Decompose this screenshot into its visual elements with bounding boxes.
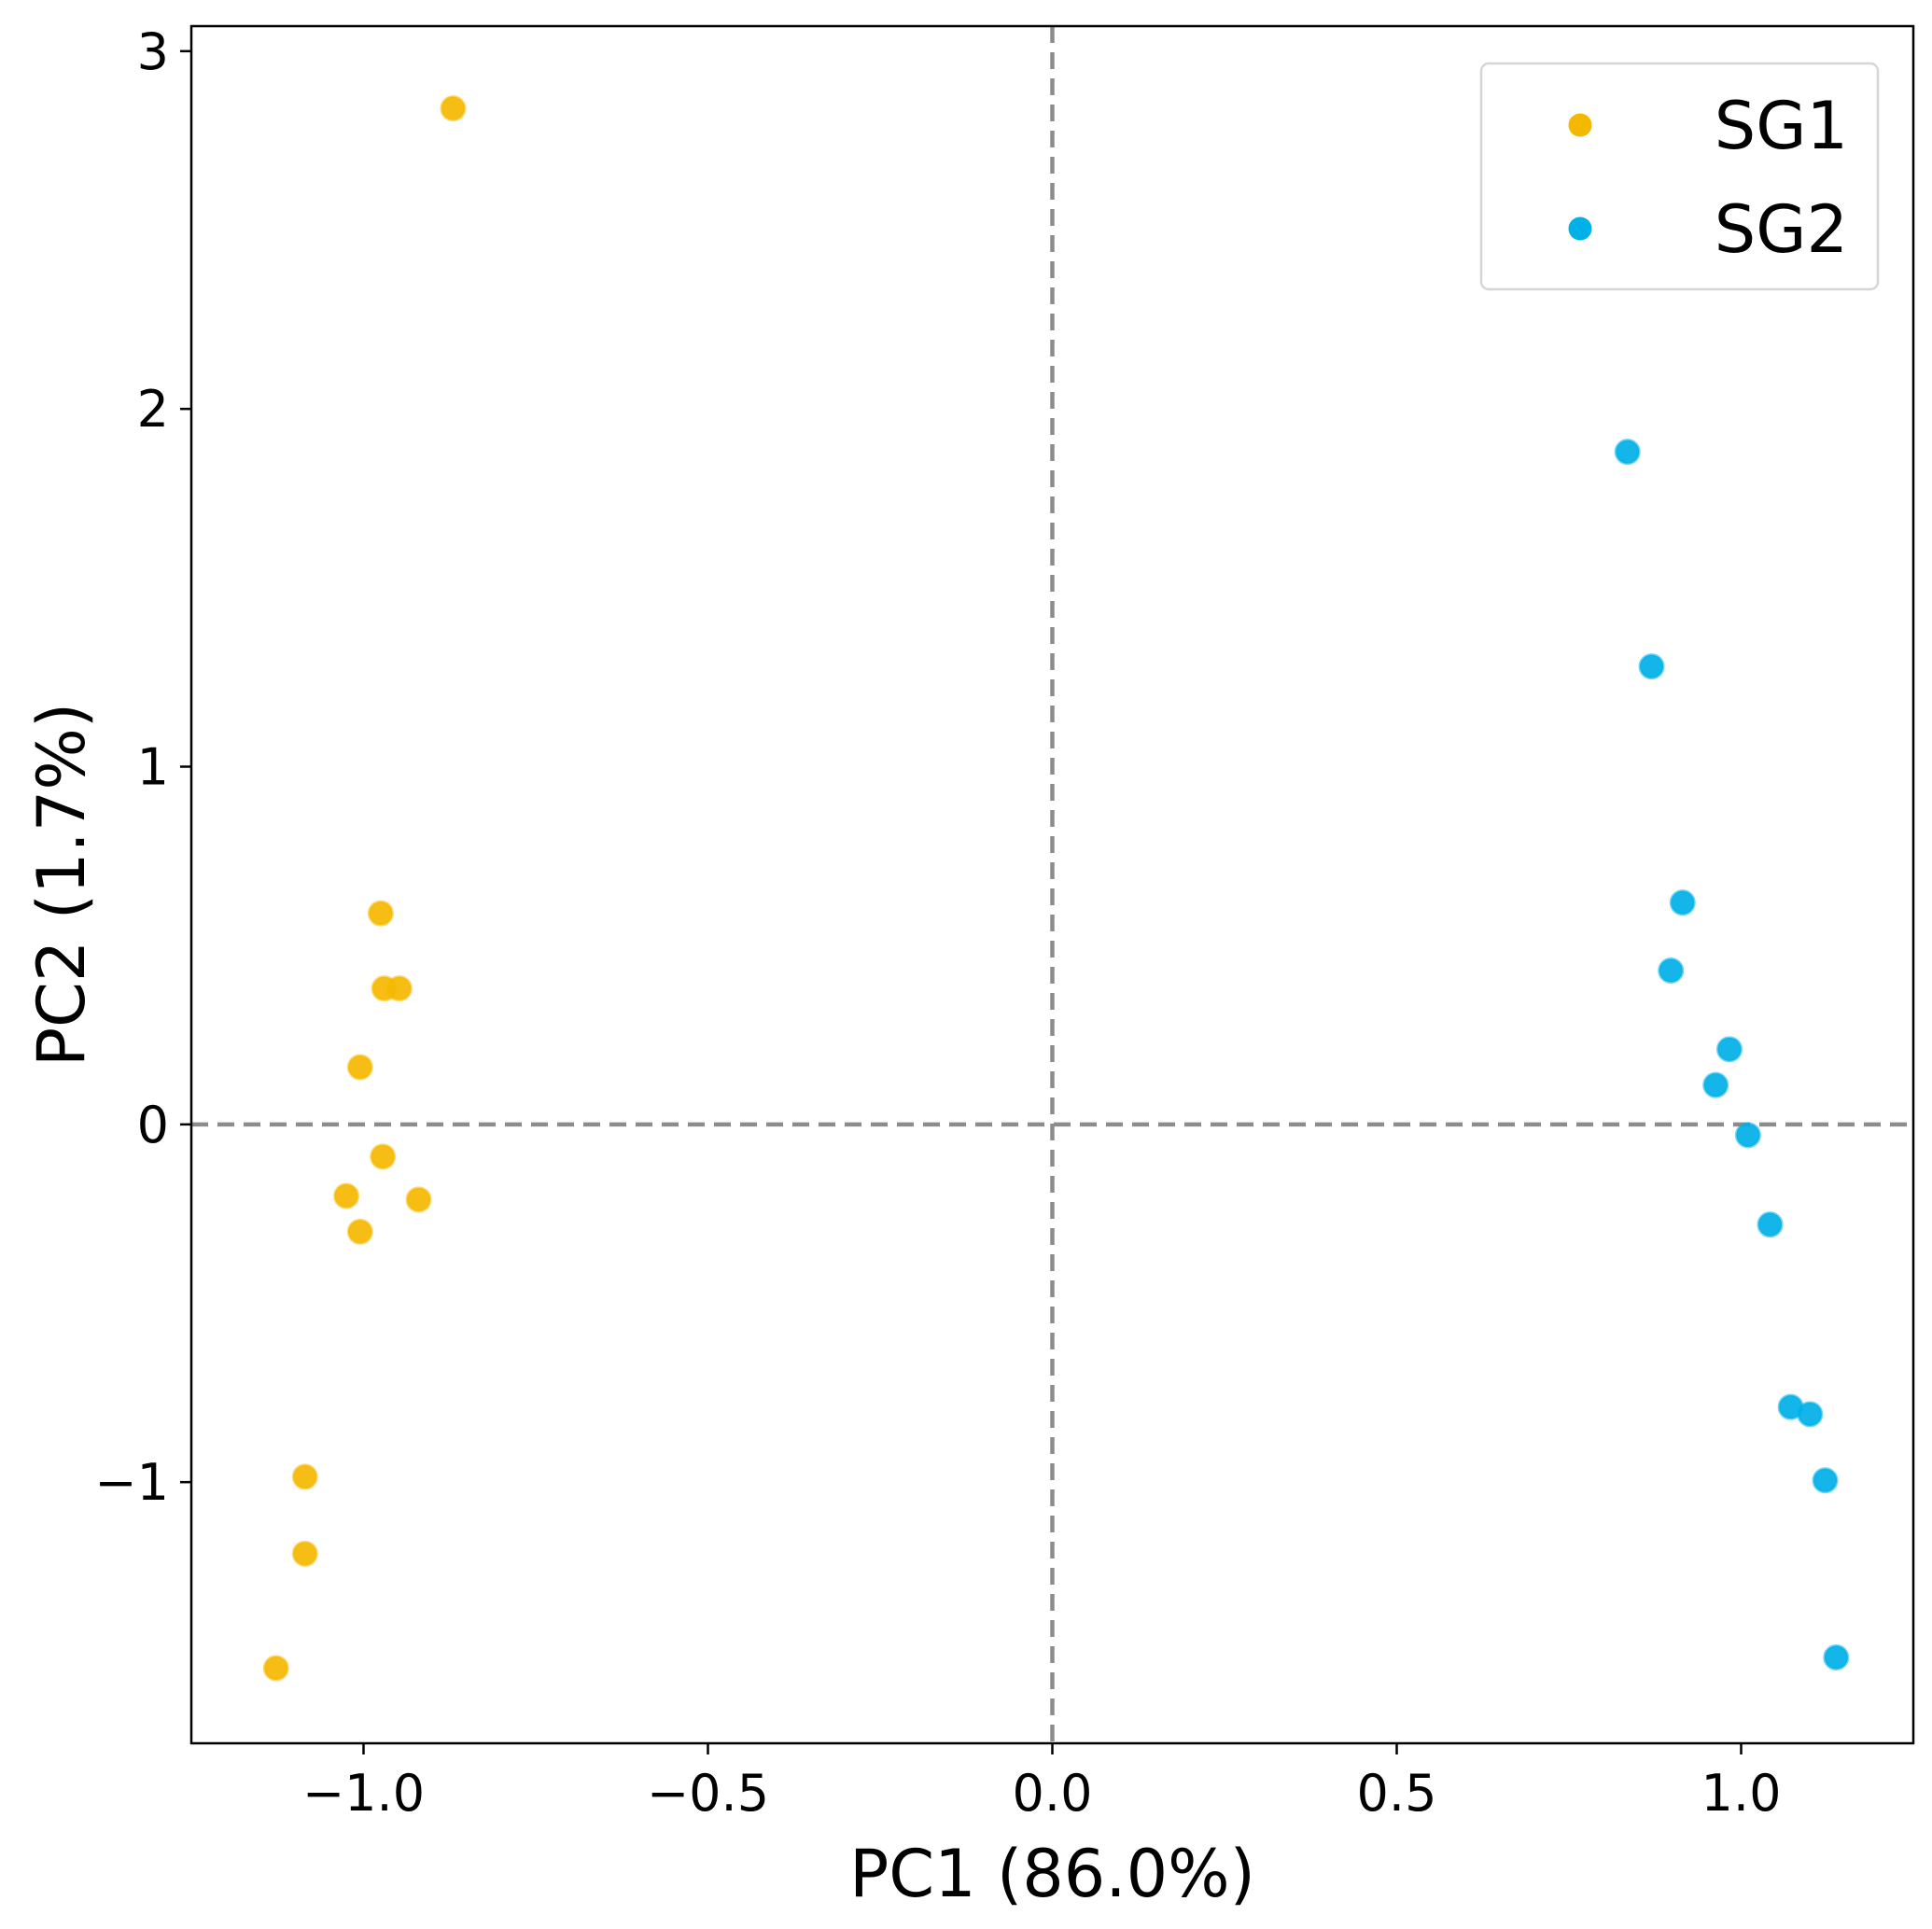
x-tick-label: −0.5 [647,1764,769,1823]
y-tick-label: 3 [137,22,169,81]
point-sg2 [1734,1122,1761,1149]
y-tick-label: 0 [137,1096,169,1154]
point-sg2 [1638,653,1665,680]
point-sg2 [1702,1071,1729,1098]
point-sg2 [1669,889,1696,916]
point-sg2 [1715,1036,1743,1063]
legend-marker-sg2 [1568,217,1592,241]
point-sg1 [346,1218,373,1245]
point-sg1 [346,1054,373,1081]
y-tick-label: −1 [94,1453,169,1512]
point-sg2 [1812,1467,1839,1494]
point-sg2 [1757,1211,1784,1238]
data-points [262,95,1850,1682]
y-axis-ticks: −1 0 1 2 3 [94,22,191,1512]
x-tick-label: 1.0 [1701,1764,1782,1823]
point-sg2 [1614,439,1641,466]
y-tick-label: 1 [137,738,169,797]
point-sg1 [262,1655,289,1682]
point-sg1 [291,1540,318,1567]
x-axis-ticks: −1.0 −0.5 0.0 0.5 1.0 [302,1743,1782,1823]
legend-label-sg2: SG2 [1715,191,1848,268]
y-axis-label: PC2 (1.7%) [23,703,100,1067]
point-sg1 [333,1182,360,1209]
point-sg2 [1658,958,1685,984]
point-sg1 [291,1463,318,1490]
x-axis-label: PC1 (86.0%) [849,1836,1255,1912]
point-sg2 [1823,1644,1850,1670]
legend-marker-sg1 [1568,113,1592,137]
point-sg1 [440,95,467,122]
point-sg1 [405,1186,432,1213]
point-sg1 [370,1143,397,1170]
point-sg1 [385,975,413,1002]
x-tick-label: 0.0 [1013,1764,1093,1823]
legend-label-sg1: SG1 [1715,88,1848,164]
x-tick-label: 0.5 [1357,1764,1437,1823]
point-sg1 [367,900,394,927]
y-tick-label: 2 [137,380,169,439]
x-tick-label: −1.0 [302,1764,425,1823]
point-sg2 [1797,1401,1824,1428]
